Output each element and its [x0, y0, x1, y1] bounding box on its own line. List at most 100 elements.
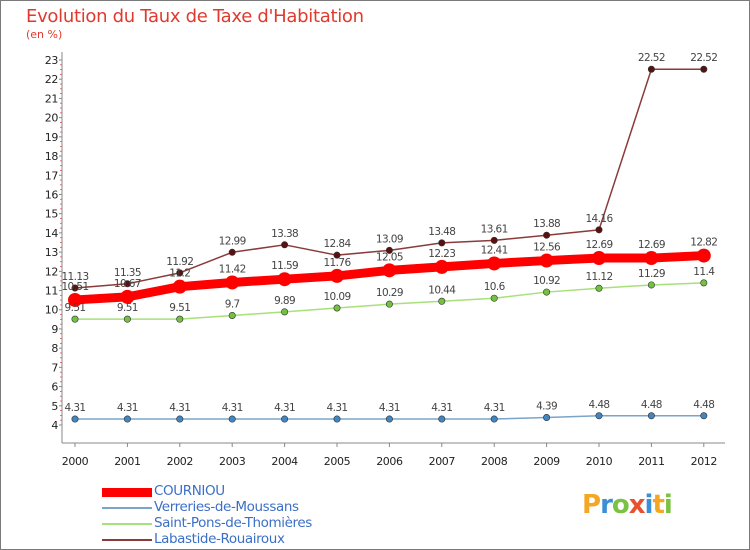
data-point	[228, 415, 236, 423]
x-tick-label: 2007	[429, 455, 456, 468]
chart-title: Evolution du Taux de Taxe d'Habitation	[26, 6, 364, 27]
y-tick-label: 14	[45, 227, 59, 240]
data-label: 11.29	[638, 268, 665, 280]
legend-swatch	[102, 507, 152, 509]
data-point	[71, 315, 79, 323]
data-point	[228, 311, 236, 319]
data-label: 10.44	[428, 284, 456, 296]
y-tick-label: 5	[51, 400, 58, 413]
data-label: 4.31	[484, 402, 505, 414]
y-tick-label: 9	[51, 323, 58, 336]
data-point	[647, 412, 655, 420]
data-point	[123, 315, 131, 323]
data-point	[647, 65, 655, 73]
y-tick-label: 11	[45, 285, 58, 298]
data-label: 4.31	[379, 402, 400, 414]
logo-letter: i	[663, 490, 673, 520]
y-tick-label: 6	[51, 381, 58, 394]
data-label: 4.31	[327, 402, 348, 414]
data-label: 4.48	[589, 399, 610, 411]
logo-letter: t	[652, 490, 664, 520]
data-point	[490, 236, 498, 244]
y-tick-label: 7	[51, 361, 58, 374]
data-label: 4.31	[169, 402, 190, 414]
data-point	[123, 280, 131, 288]
chart-legend: COURNIOU Verreries-de-Moussans Saint-Pons-…	[102, 483, 402, 548]
data-point	[487, 256, 502, 271]
data-point	[281, 308, 289, 316]
data-point	[172, 279, 187, 294]
data-point	[333, 304, 341, 312]
x-tick-label: 2006	[376, 455, 403, 468]
data-label: 10.67	[114, 278, 141, 290]
data-point	[490, 415, 498, 423]
data-point	[700, 279, 708, 287]
data-label: 4.31	[222, 402, 243, 414]
y-tick-label: 21	[45, 92, 58, 105]
data-label: 12.69	[585, 239, 612, 251]
x-tick-label: 2012	[691, 455, 717, 468]
legend-item: Verreries-de-Moussans	[102, 499, 402, 516]
data-point	[333, 415, 341, 423]
data-point	[281, 415, 289, 423]
data-label: 4.31	[65, 402, 86, 414]
legend-label: Saint-Pons-de-Thomières	[154, 515, 312, 531]
data-point	[176, 415, 184, 423]
legend-item: Saint-Pons-de-Thomières	[102, 515, 402, 532]
y-tick-label: 19	[45, 131, 59, 144]
data-point	[438, 239, 446, 247]
data-label: 13.09	[376, 233, 403, 245]
data-point	[71, 284, 79, 292]
logo-letter: o	[611, 490, 630, 520]
data-label: 9.51	[65, 302, 86, 314]
y-tick-label: 10	[45, 304, 59, 317]
chart-axes: 4 5 6 7 8 9 10 11 12 13 14 15 16 17 18 19 20 21 22 23 2000 20…	[45, 52, 725, 468]
data-label: 10.09	[323, 291, 350, 303]
x-tick-label: 2000	[62, 455, 89, 468]
data-point	[228, 248, 236, 256]
logo-letter: r	[600, 490, 613, 520]
data-label: 22.52	[690, 52, 717, 64]
data-label: 11.13	[61, 271, 88, 283]
data-label: 4.48	[641, 399, 662, 411]
data-label: 4.31	[431, 402, 452, 414]
legend-item: COURNIOU	[102, 483, 402, 500]
data-point	[647, 281, 655, 289]
legend-label: Labastide-Rouairoux	[154, 531, 285, 547]
data-point	[333, 251, 341, 259]
y-tick-label: 18	[45, 150, 59, 163]
data-label: 11.2	[169, 268, 190, 280]
data-label: 4.39	[536, 401, 557, 413]
chart-markers	[68, 65, 711, 423]
y-tick-label: 23	[45, 54, 59, 67]
data-label: 10.6	[484, 281, 506, 293]
data-label: 10.29	[376, 287, 403, 299]
x-tick-label: 2009	[533, 455, 560, 468]
legend-label: COURNIOU	[154, 483, 225, 499]
data-label: 12.82	[690, 237, 717, 249]
x-tick-label: 2008	[481, 455, 508, 468]
proxiti-logo: Proxiti	[582, 490, 673, 520]
legend-swatch	[102, 539, 152, 541]
data-point	[696, 248, 711, 263]
x-tick-label: 2001	[114, 455, 140, 468]
data-label: 22.52	[638, 52, 665, 64]
data-label: 9.89	[274, 295, 295, 307]
data-label: 4.31	[117, 402, 138, 414]
data-label: 12.84	[323, 238, 351, 250]
data-point	[438, 297, 446, 305]
x-tick-label: 2004	[271, 455, 298, 468]
legend-label: Verreries-de-Moussans	[154, 499, 299, 515]
data-point	[595, 284, 603, 292]
data-point	[595, 412, 603, 420]
x-tick-label: 2011	[638, 455, 664, 468]
data-label: 11.76	[323, 257, 351, 269]
data-point	[490, 294, 498, 302]
data-point	[595, 226, 603, 234]
data-point	[543, 288, 551, 296]
data-point	[543, 414, 551, 422]
y-tick-label: 8	[51, 342, 58, 355]
y-tick-label: 16	[45, 188, 59, 201]
data-label: 9.7	[225, 299, 240, 311]
